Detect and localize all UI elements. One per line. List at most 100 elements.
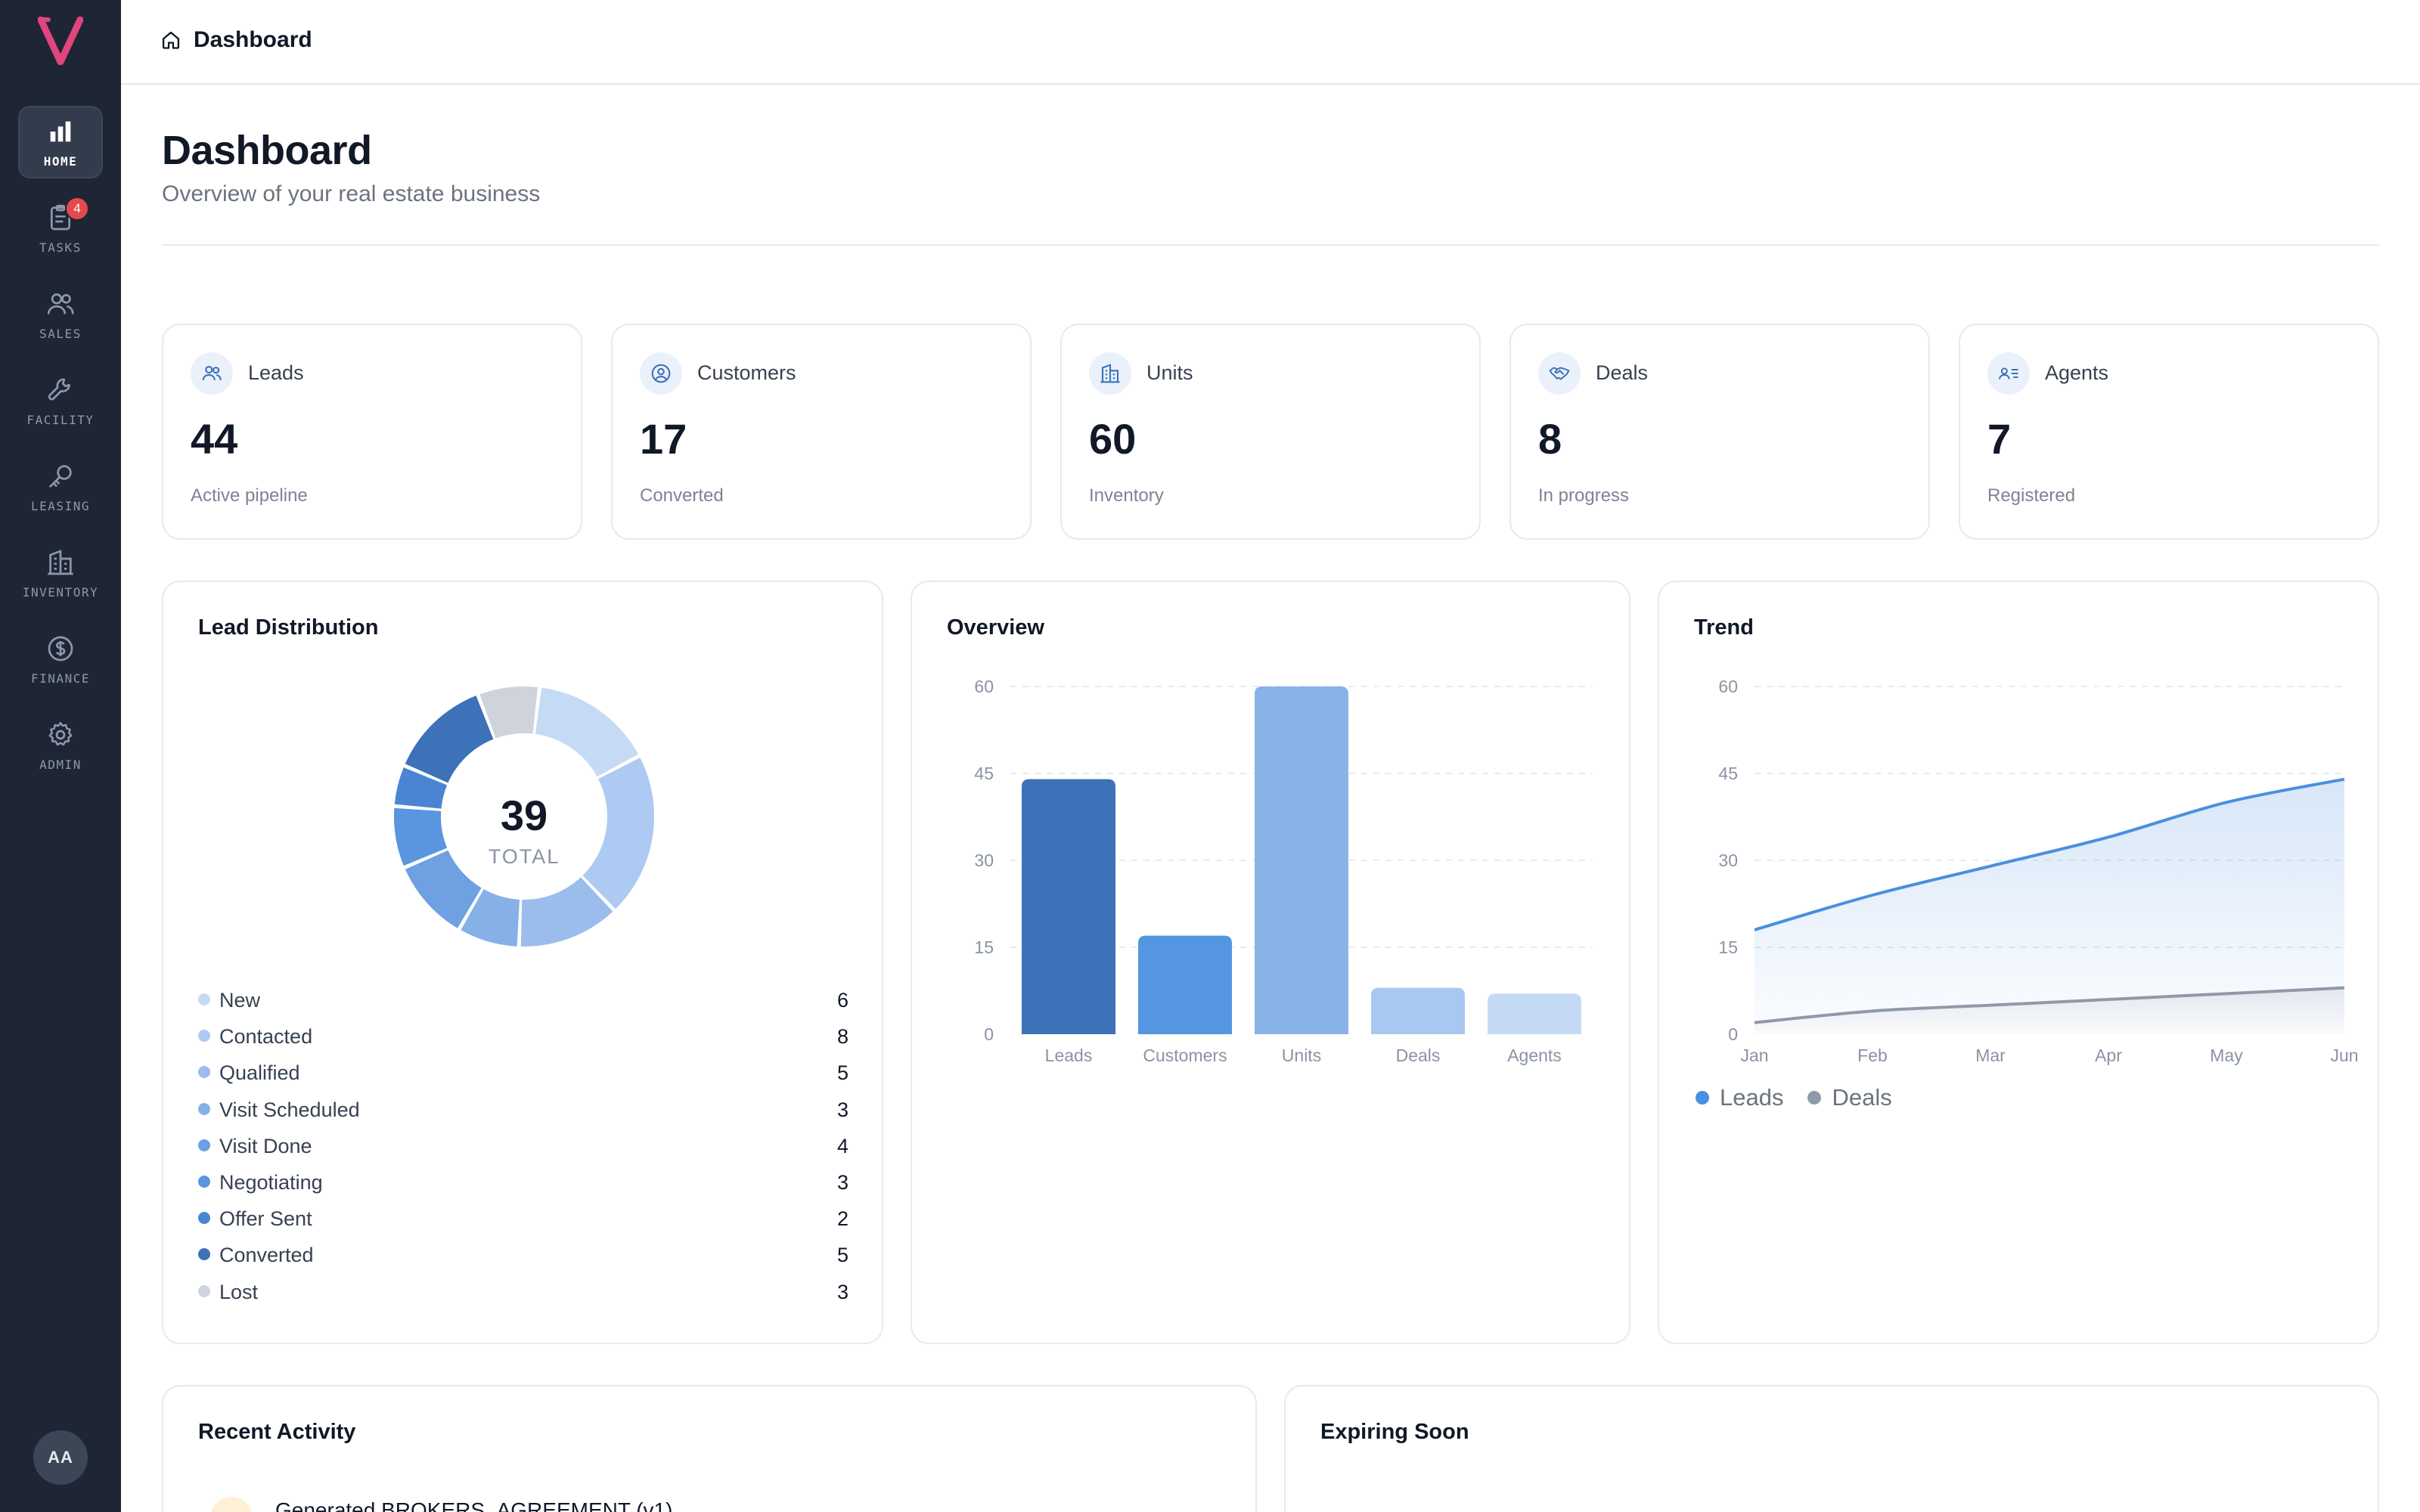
panel-title: Overview	[947, 615, 1044, 640]
stat-caption: Inventory	[1089, 485, 1164, 506]
legend-item: Contacted 8	[198, 1024, 849, 1054]
legend-dot	[198, 1248, 210, 1261]
overview-bar-chart: 0 15 30 45 60 Leads Customers Units Deals Agents	[974, 677, 1593, 1065]
legend-count: 4	[836, 1134, 849, 1157]
area-fill	[1754, 779, 2344, 1034]
stat-card-units[interactable]: Units 60 Inventory	[1060, 324, 1481, 540]
y-tick-label: 60	[974, 677, 994, 696]
id-card-icon	[1987, 352, 2030, 395]
building-icon	[48, 549, 73, 575]
legend-item[interactable]: Leads	[1696, 1084, 1783, 1111]
legend-item: New 6	[198, 987, 849, 1018]
donut-slice	[405, 696, 494, 783]
legend-count: 5	[836, 1061, 849, 1085]
y-tick-label: 60	[1718, 677, 1738, 696]
sidebar-item-label: HOME	[43, 153, 78, 169]
legend-dot	[198, 1139, 210, 1151]
sidebar-item-admin[interactable]: ADMIN	[18, 709, 103, 782]
sidebar-item-home[interactable]: HOME	[18, 106, 103, 178]
x-tick-label: Leads	[1045, 1046, 1093, 1065]
y-tick-label: 30	[1718, 850, 1738, 870]
legend-label: Contacted	[219, 1025, 313, 1049]
series-line	[1754, 777, 2345, 931]
legend-count: 6	[836, 989, 849, 1012]
stat-caption: Registered	[1987, 485, 2076, 506]
y-tick-label: 0	[984, 1024, 994, 1044]
legend-count: 5	[836, 1244, 849, 1267]
wrench-icon	[48, 378, 70, 400]
sidebar-item-label: TASKS	[39, 240, 82, 255]
bar-chart-icon	[50, 121, 71, 141]
home-icon	[162, 31, 180, 49]
legend-count: 3	[836, 1171, 849, 1194]
sidebar-item-finance[interactable]: FINANCE	[18, 623, 103, 696]
y-tick-label: 0	[1728, 1024, 1738, 1044]
donut-slice	[535, 687, 639, 777]
legend-label: Lost	[219, 1280, 259, 1303]
x-tick-label: Jun	[2330, 1046, 2358, 1065]
dollar-circle-icon	[48, 636, 73, 661]
sidebar-item-label: INVENTORY	[22, 584, 99, 600]
legend-count: 2	[836, 1207, 849, 1231]
legend-item: Lost 3	[198, 1279, 849, 1309]
stat-value: 17	[640, 415, 687, 463]
activity-avatar	[210, 1497, 253, 1512]
legend-count: 3	[836, 1098, 849, 1121]
activity-item-text[interactable]: Generated BROKERS_AGREEMENT (v1)	[275, 1498, 673, 1512]
overview-panel: Overview 0 15 30 45 60 Leads Customers Units Dea…	[911, 581, 1630, 1344]
legend-label: New	[219, 989, 261, 1012]
legend-label: Negotiating	[219, 1171, 323, 1194]
bar	[1488, 993, 1581, 1034]
page-subtitle: Overview of your real estate business	[162, 181, 541, 206]
legend-dot	[198, 993, 210, 1005]
legend-dot	[198, 1066, 210, 1079]
stat-label: Deals	[1596, 361, 1649, 384]
sidebar-item-leasing[interactable]: LEASING	[18, 451, 103, 523]
legend-label: Qualified	[219, 1061, 300, 1085]
legend-label: Offer Sent	[219, 1207, 312, 1231]
sidebar-item-sales[interactable]: SALES	[18, 278, 103, 351]
sidebar: HOME TASKS 4 SALES FACILITY LEASING INVE…	[0, 0, 121, 1512]
stat-label: Units	[1146, 361, 1193, 384]
legend-item[interactable]: Deals	[1807, 1084, 1892, 1111]
stat-label: Customers	[697, 361, 796, 384]
legend-dot	[198, 1102, 210, 1115]
breadcrumb[interactable]: Dashboard	[160, 27, 312, 53]
donut-slice	[394, 807, 448, 866]
x-tick-label: Units	[1282, 1046, 1321, 1065]
donut-total-value: 39	[501, 792, 548, 839]
legend-label: Leads	[1720, 1084, 1784, 1111]
users-icon	[47, 293, 74, 314]
stat-card-agents[interactable]: Agents 7 Registered	[1959, 324, 2379, 540]
y-tick-label: 45	[1718, 764, 1738, 783]
stat-card-customers[interactable]: Customers 17 Converted	[611, 324, 1032, 540]
gear-icon	[48, 721, 73, 745]
legend-item: Visit Done 4	[198, 1133, 849, 1163]
sidebar-item-inventory[interactable]: INVENTORY	[18, 537, 103, 609]
legend-dot	[198, 1212, 210, 1225]
legend-dot	[198, 1030, 210, 1043]
user-avatar[interactable]: AA	[33, 1430, 88, 1485]
sidebar-item-facility[interactable]: FACILITY	[18, 364, 103, 437]
sidebar-item-tasks[interactable]: TASKS 4	[18, 192, 103, 265]
app-logo[interactable]	[38, 17, 83, 65]
panel-title: Lead Distribution	[198, 615, 379, 640]
panel-title: Trend	[1694, 615, 1754, 640]
x-tick-label: Deals	[1396, 1046, 1441, 1065]
topbar: Dashboard	[121, 0, 2420, 85]
key-icon	[49, 464, 72, 488]
bar	[1371, 987, 1465, 1034]
donut-slice	[405, 850, 482, 928]
x-tick-label: May	[2210, 1046, 2243, 1065]
stat-caption: Converted	[640, 485, 724, 506]
stat-card-deals[interactable]: Deals 8 In progress	[1509, 324, 1930, 540]
sidebar-item-label: FINANCE	[31, 671, 90, 686]
lead-distribution-donut-chart: 39 TOTAL	[394, 686, 654, 947]
legend-item: Negotiating 3	[198, 1170, 849, 1200]
stat-label: Leads	[248, 361, 304, 384]
header-divider	[162, 244, 2379, 246]
stat-card-leads[interactable]: Leads 44 Active pipeline	[162, 324, 582, 540]
trend-panel: Trend 0 15 30 45 60 Jan Feb Mar Apr May Jun Leads D…	[1658, 581, 2379, 1344]
legend-label: Visit Scheduled	[219, 1098, 360, 1121]
sidebar-item-label: FACILITY	[26, 412, 95, 427]
